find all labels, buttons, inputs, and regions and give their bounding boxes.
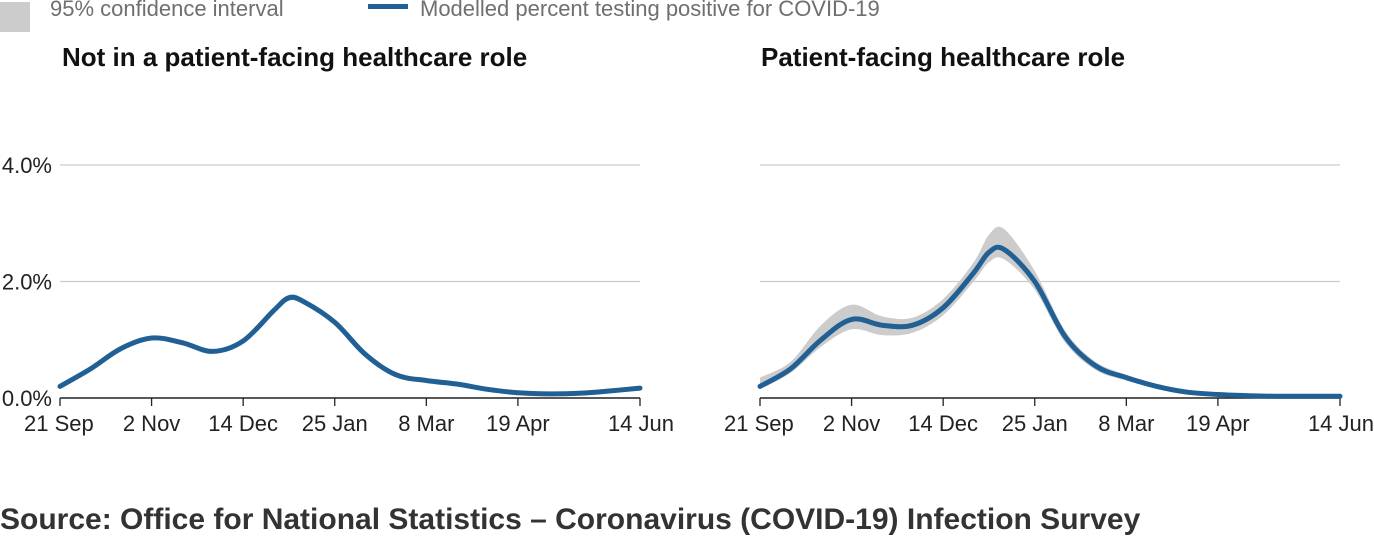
x-tick-label: 14 Jun: [608, 411, 674, 436]
x-tick-label: 14 Jun: [1308, 411, 1374, 436]
x-tick-label: 19 Apr: [486, 411, 550, 436]
legend: 95% confidence interval Modelled percent…: [0, 0, 1100, 32]
confidence-band: [60, 294, 640, 395]
x-tick-label: 21 Sep: [24, 411, 94, 436]
line-legend-label: Modelled percent testing positive for CO…: [420, 0, 880, 21]
x-tick-label: 25 Jan: [302, 411, 368, 436]
ci-legend-label: 95% confidence interval: [50, 0, 284, 21]
y-tick-label: 2.0%: [2, 270, 52, 295]
line-legend-swatch: [368, 4, 408, 9]
charts-canvas: 0.0% 2.0% 4.0% 21 Sep 2 Nov 14 Dec 25 Jan 8 Mar…: [2, 153, 1374, 436]
y-tick-label: 4.0%: [2, 153, 52, 178]
x-tick-label: 2 Nov: [823, 411, 880, 436]
x-tick-label: 8 Mar: [398, 411, 454, 436]
source-note: Source: Office for National Statistics –…: [0, 503, 1141, 536]
x-tick-label: 19 Apr: [1186, 411, 1250, 436]
x-tick-label: 25 Jan: [1002, 411, 1068, 436]
x-tick-label: 14 Dec: [208, 411, 278, 436]
series-line: [57, 294, 643, 397]
x-tick-label: 2 Nov: [123, 411, 180, 436]
x-tick-label: 8 Mar: [1098, 411, 1154, 436]
ci-legend-swatch: [0, 2, 30, 32]
left-panel-title: Not in a patient-facing healthcare role: [62, 42, 528, 72]
x-tick-label: 14 Dec: [908, 411, 978, 436]
x-tick-label: 21 Sep: [724, 411, 794, 436]
right-panel-title: Patient-facing healthcare role: [761, 42, 1126, 72]
series-line: [757, 244, 1343, 399]
y-tick-label: 0.0%: [2, 386, 52, 411]
